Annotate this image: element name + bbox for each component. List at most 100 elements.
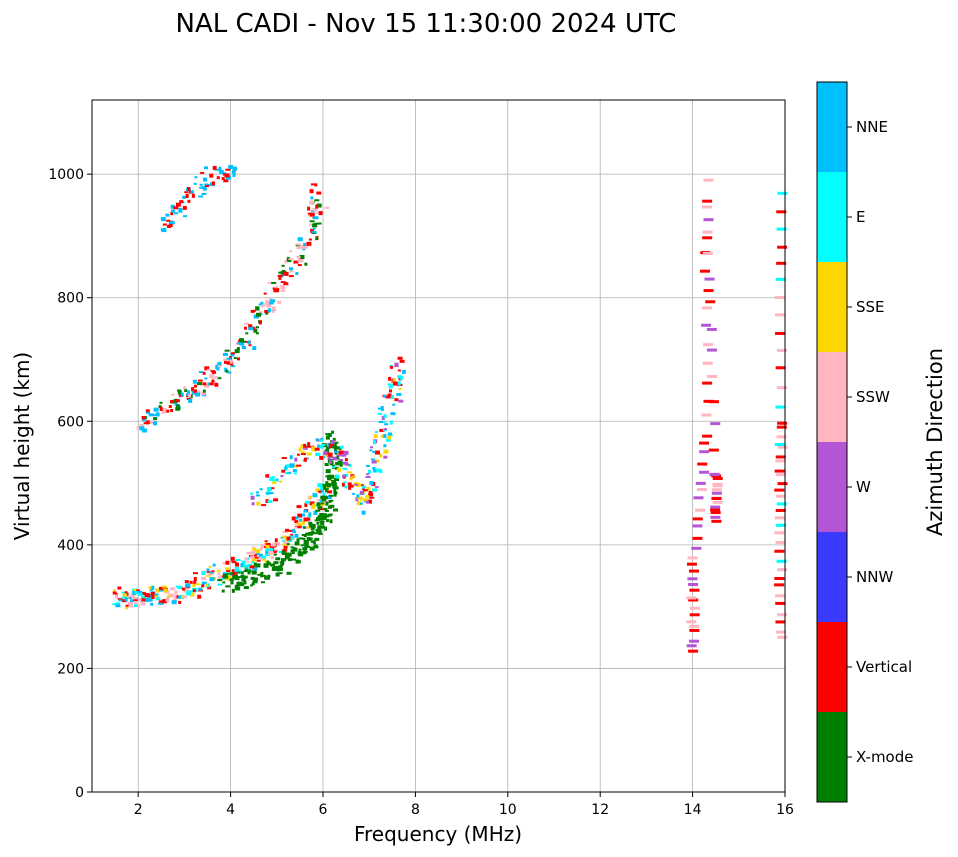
echo-point [383,433,387,438]
echo-point [255,552,260,556]
echo-point [397,375,403,379]
echo-point [285,528,290,532]
echo-point [319,512,324,517]
echo-point [329,455,333,458]
echo-point [311,530,315,533]
echo-point [321,513,327,516]
echo-point [325,453,329,458]
echo-point [195,583,201,586]
echo-point [339,462,343,467]
echo-point [214,376,218,380]
colorbar-tick-label: NNW [856,568,893,586]
echo-point [312,503,317,507]
echo-point [347,482,352,486]
echo-point [266,560,270,565]
echo-point [142,419,147,422]
echo-point [289,267,294,271]
echo-point [180,595,184,598]
echo-point [255,332,259,335]
echo-point [324,490,328,493]
echo-point [363,498,369,502]
echo-point [250,555,256,559]
echo-point [775,620,786,624]
x-axis-ticks: 2 4 6 8 10 12 14 16 [134,792,794,818]
echo-point [316,502,321,507]
echo-point [240,563,244,568]
echo-point [707,374,718,378]
echo-point [134,591,138,595]
echo-point [297,237,303,242]
echo-point [294,457,298,462]
echo-point [115,602,120,606]
echo-point [394,398,399,402]
echo-point [255,326,259,329]
echo-point [317,516,323,519]
echo-point [710,422,721,426]
echo-point [336,454,342,457]
echo-point [158,602,164,605]
echo-point [390,365,394,369]
echo-point [250,492,254,495]
echo-point [264,540,268,543]
echo-point [272,549,278,552]
echo-point [390,412,396,416]
y-axis-ticks: 0 200 400 600 800 1000 [48,167,92,801]
echo-point [235,562,240,567]
echo-point [774,296,785,300]
echo-point [272,480,277,485]
echo-point [709,472,720,476]
echo-point [228,165,234,170]
colorbar-segment [817,172,847,262]
echo-point [775,459,786,463]
echo-point [308,521,313,525]
echo-point [232,575,236,579]
echo-point [776,502,787,506]
echo-point [153,414,157,417]
echo-point [339,458,344,461]
echo-point [357,497,362,500]
echo-point [294,533,299,538]
echo-point [256,501,261,506]
echo-point [310,540,315,543]
echo-point [384,423,389,426]
echo-point [204,366,210,371]
echo-point [298,548,302,551]
echo-point [259,488,263,491]
echo-point [366,486,371,491]
echo-point [292,528,296,533]
echo-point [162,223,167,226]
echo-point [218,575,223,580]
echo-point [332,479,336,484]
echo-point [184,580,189,584]
echo-point [190,190,194,194]
echo-point [153,407,159,412]
echo-point [240,574,245,578]
echo-point [154,594,158,598]
echo-point [336,455,340,460]
echo-point [192,583,196,588]
echo-point [689,613,700,617]
echo-point [316,203,322,208]
echo-point [283,545,288,549]
echo-point [276,541,280,546]
echo-point [224,349,230,352]
echo-point [205,185,210,188]
echo-point [394,362,399,367]
colorbar-tick-label: E [856,208,865,226]
echo-point [230,352,235,357]
echo-point [294,523,299,526]
echo-point [115,594,119,599]
echo-point [240,571,244,575]
echo-point [268,301,274,305]
echo-point [313,510,318,515]
echo-point [305,500,311,504]
echo-point [334,478,340,482]
echo-point [702,381,713,385]
echo-point [182,205,187,210]
echo-point [309,501,315,506]
echo-point [192,572,198,575]
echo-point [338,450,344,455]
echo-point [204,183,209,186]
echo-point [239,338,245,343]
echo-point [368,493,374,497]
